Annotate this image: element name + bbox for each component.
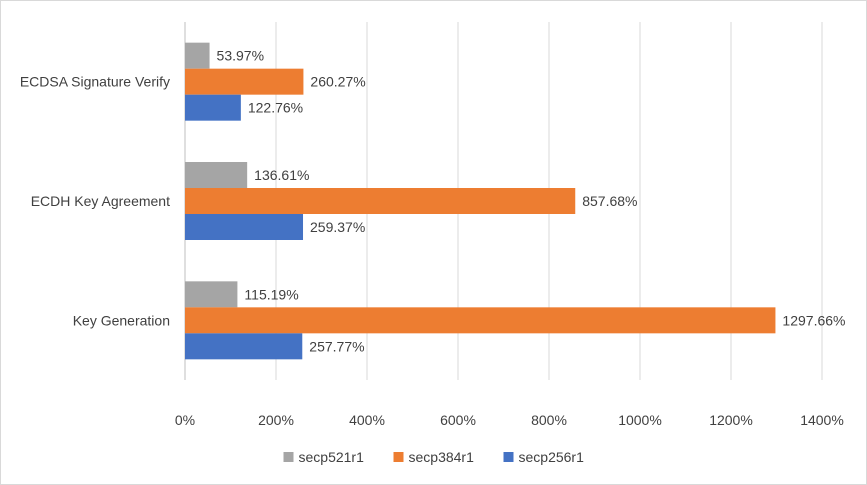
data-label: 260.27%	[310, 74, 365, 90]
category-label: Key Generation	[73, 312, 170, 328]
bar-secp256r1	[185, 333, 303, 360]
x-tick-label: 1400%	[800, 412, 844, 428]
legend-swatch	[393, 452, 404, 462]
data-label: 53.97%	[217, 48, 264, 64]
x-tick-label: 0%	[175, 412, 195, 428]
legend-label: secp521r1	[299, 449, 365, 465]
data-label: 136.61%	[254, 167, 309, 183]
x-tick-label: 1200%	[709, 412, 753, 428]
x-tick-label: 800%	[531, 412, 567, 428]
value-axis: 0% 200% 400% 600% 800% 1000% 1200% 1400%	[175, 412, 844, 428]
x-tick-label: 400%	[349, 412, 385, 428]
legend-label: secp384r1	[409, 449, 475, 465]
legend-label: secp256r1	[519, 449, 585, 465]
legend-swatch	[283, 452, 294, 462]
x-tick-label: 1000%	[618, 412, 662, 428]
data-label: 857.68%	[582, 193, 637, 209]
data-label: 259.37%	[310, 219, 365, 235]
data-label: 257.77%	[309, 338, 364, 354]
data-labels: 53.97% 260.27% 122.76% 136.61% 857.68% 259.37…	[217, 48, 846, 355]
bar-secp384r1	[185, 68, 304, 95]
bars	[185, 42, 776, 360]
data-label: 1297.66%	[782, 312, 845, 328]
bar-secp384r1	[185, 307, 776, 334]
category-label: ECDSA Signature Verify	[20, 74, 170, 90]
x-tick-label: 600%	[440, 412, 476, 428]
x-tick-label: 200%	[258, 412, 294, 428]
category-label: ECDH Key Agreement	[31, 193, 170, 209]
bar-secp521r1	[185, 281, 238, 308]
legend-swatch	[503, 452, 514, 462]
bar-secp521r1	[185, 162, 248, 188]
bar-secp256r1	[185, 94, 241, 121]
data-label: 115.19%	[244, 286, 298, 302]
bar-secp384r1	[185, 188, 576, 214]
category-axis: ECDSA Signature Verify ECDH Key Agreement…	[20, 74, 170, 329]
data-label: 122.76%	[248, 100, 303, 116]
bar-secp521r1	[185, 42, 210, 69]
legend: secp521r1 secp384r1 secp256r1	[283, 449, 585, 465]
bar-secp256r1	[185, 214, 304, 240]
